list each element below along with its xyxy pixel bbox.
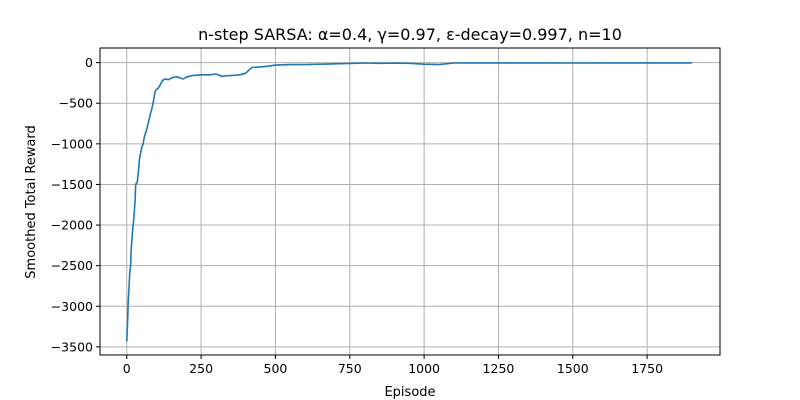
y-tick-label: −3000 xyxy=(51,299,93,314)
axes-layer: 0 250 500 750 1000 1250 1500 1750 0 −500 −1000 −150… xyxy=(51,47,721,376)
data-layer xyxy=(126,62,692,342)
x-tick-label: 750 xyxy=(338,361,362,376)
x-tick-label: 0 xyxy=(123,361,131,376)
y-tick-label: −2500 xyxy=(51,258,93,273)
grid-layer xyxy=(100,48,720,355)
y-axis-label: Smoothed Total Reward xyxy=(24,125,39,278)
x-axis-label: Episode xyxy=(384,385,435,400)
x-tick-label: 1500 xyxy=(557,361,589,376)
y-tick-label: −1500 xyxy=(51,177,93,192)
plot-frame xyxy=(99,47,721,356)
x-tick-label: 1000 xyxy=(408,361,440,376)
y-tick-label: −2000 xyxy=(51,218,93,233)
series-line xyxy=(126,62,692,342)
x-tick-label: 500 xyxy=(264,361,288,376)
x-tick-label: 250 xyxy=(189,361,213,376)
chart-title: n-step SARSA: α=0.4, γ=0.97, ε-decay=0.9… xyxy=(198,25,622,44)
x-tick-label: 1250 xyxy=(483,361,515,376)
y-tick-label: −500 xyxy=(59,96,93,111)
x-tick-label: 1750 xyxy=(631,361,663,376)
y-tick-label: −1000 xyxy=(51,136,93,151)
y-tick-label: 0 xyxy=(85,55,93,70)
y-tick-label: −3500 xyxy=(51,339,93,354)
